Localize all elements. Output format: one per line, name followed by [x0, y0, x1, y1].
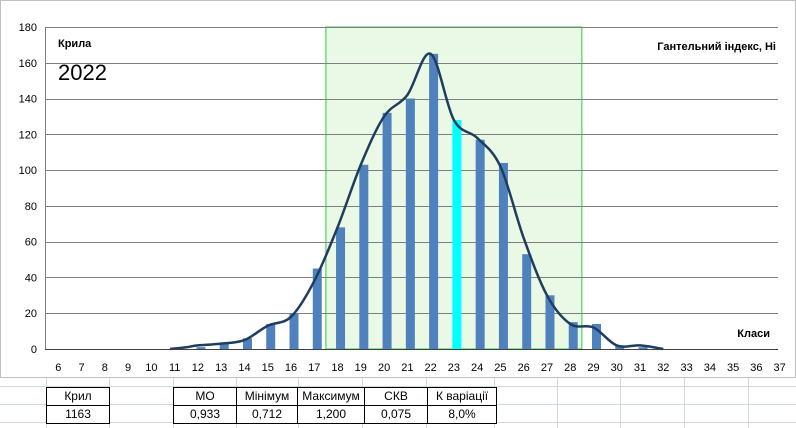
max-value: 1,200 — [297, 405, 365, 424]
x-tick-label: 21 — [401, 362, 413, 374]
min-value: 0,712 — [236, 405, 298, 424]
chart-subtitle: Крила — [58, 38, 92, 50]
y-axis-ticks: 0 20 40 60 80 100 120 140 160 180 — [19, 22, 37, 356]
x-tick-label: 26 — [518, 362, 530, 374]
bar-14 — [242, 338, 252, 349]
std-value: 0,075 — [364, 405, 428, 424]
mo-header: МО — [173, 387, 237, 406]
x-tick-label: 31 — [634, 362, 646, 374]
x-tick-label: 20 — [378, 362, 390, 374]
x-tick-label: 24 — [471, 362, 483, 374]
x-tick-label: 16 — [285, 362, 297, 374]
x-tick-label: 19 — [355, 362, 367, 374]
count-value: 1163 — [46, 405, 110, 424]
mo-value: 0,933 — [173, 405, 237, 424]
series-label: Гантельний індекс, Ні — [657, 41, 776, 53]
x-tick-label: 36 — [750, 362, 762, 374]
bar-15 — [266, 323, 276, 349]
x-tick-label: 28 — [564, 362, 576, 374]
min-header: Мінімум — [236, 387, 298, 406]
x-tick-label: 29 — [587, 362, 599, 374]
x-tick-label: 14 — [238, 362, 250, 374]
bar-28 — [568, 322, 578, 349]
bar-23 — [452, 120, 462, 350]
x-tick-label: 13 — [215, 362, 227, 374]
y-tick-label: 100 — [19, 165, 37, 177]
bar-24 — [475, 139, 485, 349]
y-tick-label: 0 — [31, 344, 37, 356]
plot-area — [0, 0, 796, 378]
bar-12 — [196, 347, 206, 349]
chart: 0 20 40 60 80 100 120 140 160 180 6 7 8 9 10 11 12 13 14 1… — [0, 0, 796, 378]
bar-13 — [219, 343, 229, 349]
x-tick-label: 18 — [331, 362, 343, 374]
x-tick-label: 34 — [704, 362, 716, 374]
x-tick-label: 23 — [448, 362, 460, 374]
x-tick-label: 8 — [102, 362, 108, 374]
bar-19 — [359, 164, 369, 349]
y-tick-label: 120 — [19, 129, 37, 141]
x-tick-label: 35 — [727, 362, 739, 374]
x-tick-label: 6 — [55, 362, 61, 374]
trend-curve — [169, 52, 664, 351]
y-tick-label: 60 — [25, 237, 37, 249]
bar-16 — [289, 313, 299, 349]
y-tick-label: 160 — [19, 58, 37, 70]
count-header: Крил — [46, 387, 110, 406]
x-tick-label: 32 — [657, 362, 669, 374]
bar-25 — [498, 162, 508, 349]
max-header: Максимум — [297, 387, 365, 406]
cv-value: 8,0% — [427, 405, 497, 424]
bar-22 — [429, 53, 439, 349]
x-tick-label: 7 — [79, 362, 85, 374]
y-tick-label: 180 — [19, 22, 37, 34]
bar-21 — [405, 98, 415, 349]
bar-17 — [312, 268, 322, 349]
x-tick-label: 15 — [262, 362, 274, 374]
bar-31 — [638, 347, 648, 349]
cv-header: К варіації — [427, 387, 497, 406]
std-header: СКВ — [364, 387, 428, 406]
x-tick-label: 12 — [192, 362, 204, 374]
bar-18 — [336, 227, 346, 349]
summary-table: МО Мінімум Максимум СКВ К варіації 0,933… — [173, 387, 497, 424]
x-tick-label: 33 — [680, 362, 692, 374]
x-axis-label: Класи — [737, 328, 770, 340]
x-axis-ticks: 6 7 8 9 10 11 12 13 14 15 16 17 18 19 20 21 22 23 24 25 26 27… — [55, 362, 786, 374]
x-tick-label: 17 — [308, 362, 320, 374]
y-tick-label: 140 — [19, 94, 37, 106]
y-tick-label: 40 — [25, 272, 37, 284]
count-table: Крил 1163 — [46, 387, 110, 424]
bar-27 — [545, 295, 555, 349]
x-tick-label: 25 — [494, 362, 506, 374]
x-tick-label: 10 — [145, 362, 157, 374]
x-tick-label: 30 — [611, 362, 623, 374]
bar-29 — [592, 323, 602, 349]
chart-title: 2022 — [58, 60, 107, 85]
y-tick-label: 80 — [25, 201, 37, 213]
x-tick-label: 11 — [169, 362, 180, 374]
x-tick-label: 37 — [774, 362, 786, 374]
y-tick-label: 20 — [25, 308, 37, 320]
bar-20 — [382, 112, 392, 349]
x-tick-label: 27 — [541, 362, 553, 374]
x-tick-label: 9 — [125, 362, 131, 374]
x-tick-label: 22 — [424, 362, 436, 374]
bar-26 — [522, 254, 532, 349]
